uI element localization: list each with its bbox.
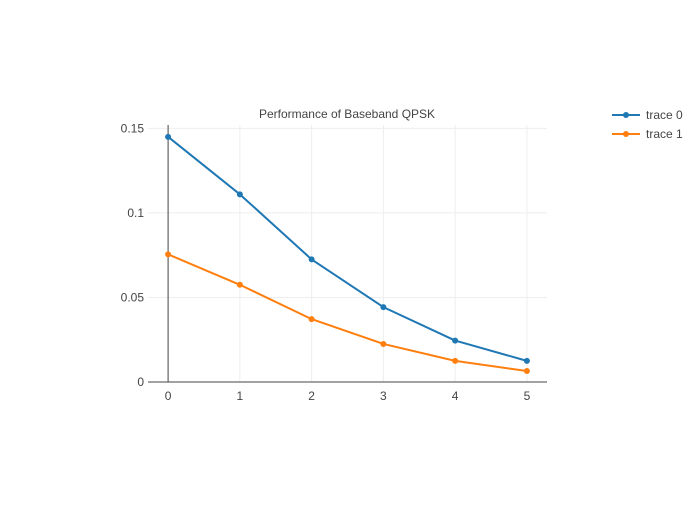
data-point[interactable] [308, 316, 315, 323]
grid-layer [148, 125, 547, 382]
series-line [167, 136, 528, 362]
data-point[interactable] [165, 133, 172, 140]
data-point[interactable] [165, 251, 172, 258]
data-point[interactable] [236, 281, 243, 288]
data-point[interactable] [452, 337, 459, 344]
legend-swatch-marker [623, 112, 629, 118]
series-0 [165, 133, 530, 364]
data-point[interactable] [380, 304, 387, 311]
legend-label: trace 0 [646, 108, 683, 122]
y-tick-label: 0.15 [121, 121, 145, 135]
x-tick-label: 2 [308, 389, 315, 403]
y-tick-label: 0.05 [121, 290, 145, 304]
series-line [167, 253, 528, 373]
legend: trace 0 trace 1 [612, 108, 683, 141]
x-tick-label: 1 [237, 389, 244, 403]
data-point[interactable] [523, 357, 530, 364]
legend-item[interactable]: trace 0 [612, 108, 683, 122]
data-point[interactable] [380, 340, 387, 347]
legend-item[interactable]: trace 1 [612, 127, 683, 141]
axis-layer: 0 1 2 3 4 5 0 0.05 0.1 0.15 [121, 121, 547, 403]
y-tick-label: 0.1 [127, 206, 144, 220]
x-tick-label: 4 [452, 389, 459, 403]
data-point[interactable] [452, 357, 459, 364]
chart-title: Performance of Baseband QPSK [259, 107, 435, 121]
data-point[interactable] [523, 368, 530, 375]
legend-label: trace 1 [646, 127, 683, 141]
x-tick-label: 0 [165, 389, 172, 403]
legend-swatch-marker [623, 131, 629, 137]
x-tick-label: 3 [380, 389, 387, 403]
x-tick-label: 5 [524, 389, 531, 403]
data-point[interactable] [236, 191, 243, 198]
data-point[interactable] [308, 256, 315, 263]
series-layer [165, 133, 530, 375]
y-tick-label: 0 [137, 375, 144, 389]
series-1 [165, 251, 530, 375]
